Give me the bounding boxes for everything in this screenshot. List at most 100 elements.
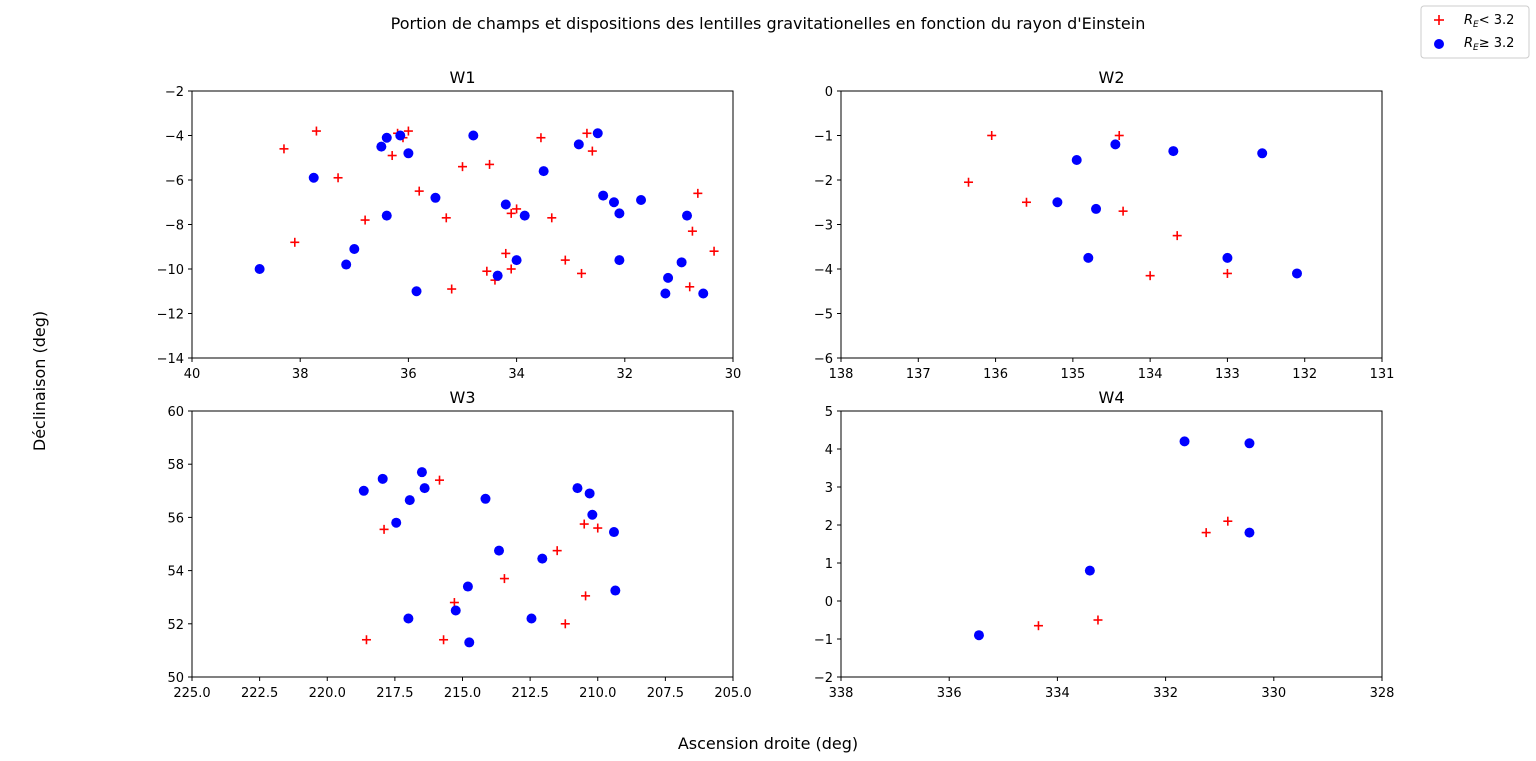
data-point-circle	[1083, 252, 1094, 263]
data-point-plus	[1114, 131, 1124, 140]
data-point-plus	[333, 173, 343, 183]
data-point-circle	[1222, 252, 1233, 263]
y-tick-label: −5	[814, 308, 833, 323]
legend-marker-circle	[1434, 39, 1444, 49]
data-point-plus	[403, 126, 413, 136]
data-point-circle	[376, 141, 387, 152]
data-point-plus	[439, 635, 449, 645]
y-tick-label: 58	[167, 458, 184, 473]
x-tick-label: 135	[1060, 367, 1085, 382]
x-tick-label: 131	[1370, 367, 1395, 382]
data-point-plus	[579, 519, 589, 529]
data-point-plus	[1033, 621, 1043, 631]
data-point-circle	[464, 637, 475, 648]
x-tick-label: 136	[983, 367, 1008, 382]
data-point-circle	[538, 166, 549, 177]
legend-label-low: RE< 3.2	[1464, 13, 1514, 30]
y-tick-label: 50	[167, 671, 184, 686]
data-point-plus	[552, 546, 562, 556]
x-tick-label: 30	[725, 367, 742, 382]
data-point-circle	[341, 259, 352, 270]
data-point-circle	[608, 527, 619, 538]
data-point-circle	[381, 132, 392, 143]
x-tick-label: 334	[1045, 686, 1070, 701]
data-point-circle	[1244, 438, 1255, 449]
x-tick-label: 332	[1153, 686, 1178, 701]
data-point-circle	[973, 630, 984, 641]
data-point-circle	[381, 210, 392, 221]
x-tick-label: 36	[400, 367, 417, 382]
data-point-plus	[311, 126, 321, 136]
legend-label-high: RE≥ 3.2	[1464, 36, 1514, 53]
y-tick-label: 54	[167, 565, 184, 580]
y-axis-label: Déclinaison (deg)	[30, 311, 49, 451]
data-point-circle	[698, 288, 709, 299]
data-point-plus	[387, 151, 397, 161]
plot-frame	[840, 410, 1383, 678]
y-tick-label: −14	[157, 352, 184, 367]
data-point-circle	[610, 585, 621, 596]
y-tick-label: −6	[814, 352, 833, 367]
data-point-plus	[1118, 206, 1128, 216]
y-tick-label: −1	[814, 130, 833, 145]
x-tick-label: 32	[617, 367, 634, 382]
data-point-circle	[1168, 146, 1179, 157]
data-point-circle	[1257, 148, 1268, 159]
y-tick-label: 0	[825, 595, 833, 610]
data-point-plus	[512, 204, 522, 214]
data-point-plus	[290, 237, 300, 247]
data-point-plus	[1021, 197, 1031, 207]
data-point-plus	[361, 635, 371, 645]
data-point-plus	[441, 213, 451, 223]
panel-title-w3: W3	[450, 388, 476, 407]
y-tick-label: 56	[167, 511, 184, 526]
data-point-circle	[614, 208, 625, 219]
x-tick-label: 40	[184, 367, 201, 382]
x-tick-label: 215.0	[444, 686, 481, 701]
data-point-circle	[308, 172, 319, 183]
plot-frame	[191, 90, 734, 359]
y-tick-label: −10	[157, 263, 184, 278]
data-point-circle	[411, 286, 422, 297]
data-point-circle	[419, 483, 430, 494]
x-tick-label: 207.5	[647, 686, 684, 701]
data-point-circle	[1084, 565, 1095, 576]
data-point-circle	[1244, 527, 1255, 538]
data-point-plus	[1201, 528, 1211, 538]
data-point-plus	[506, 208, 516, 218]
data-point-plus	[593, 523, 603, 533]
data-point-plus	[709, 246, 719, 256]
data-point-plus	[685, 282, 695, 292]
x-tick-label: 220.0	[309, 686, 346, 701]
legend-frame	[1420, 5, 1530, 59]
data-point-circle	[1291, 268, 1302, 279]
x-tick-label: 328	[1370, 686, 1395, 701]
panel-title-w1: W1	[450, 68, 476, 87]
x-tick-label: 330	[1261, 686, 1286, 701]
data-point-plus	[279, 144, 289, 154]
y-tick-label: 52	[167, 618, 184, 633]
data-point-circle	[391, 517, 402, 528]
data-point-circle	[636, 195, 647, 206]
x-tick-label: 137	[906, 367, 931, 382]
data-point-plus	[482, 266, 492, 276]
data-point-circle	[592, 128, 603, 139]
y-tick-label: −6	[165, 174, 184, 189]
data-point-circle	[584, 488, 595, 499]
figure-title: Portion de champs et dispositions des le…	[391, 14, 1146, 33]
data-point-circle	[377, 473, 388, 484]
x-tick-label: 336	[937, 686, 962, 701]
data-point-circle	[358, 485, 369, 496]
x-tick-label: 225.0	[173, 686, 210, 701]
y-tick-label: 5	[825, 405, 833, 420]
x-tick-label: 34	[508, 367, 525, 382]
data-point-plus	[379, 524, 389, 534]
panel-title-w4: W4	[1099, 388, 1125, 407]
data-point-plus	[458, 162, 467, 172]
data-point-plus	[582, 128, 592, 138]
legend-marker-plus	[1434, 15, 1444, 25]
data-point-plus	[560, 255, 570, 265]
data-point-circle	[404, 495, 415, 506]
y-tick-label: −8	[165, 219, 184, 234]
